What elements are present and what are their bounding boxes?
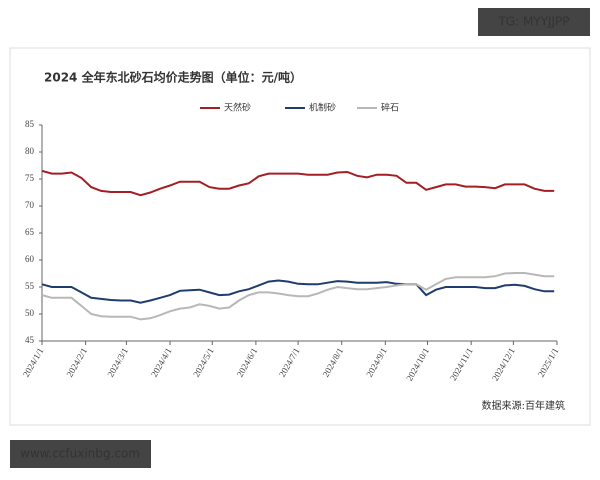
y-tick-label: 80	[25, 146, 35, 156]
y-tick-label: 85	[25, 119, 35, 129]
source-note: 数据来源:百年建筑	[482, 399, 565, 412]
y-tick-label: 45	[25, 335, 35, 345]
chart-title: 2024 全年东北砂石均价走势图（单位：元/吨）	[44, 70, 302, 85]
series-line	[41, 169, 555, 197]
chart-frame	[9, 47, 591, 426]
y-tick-label: 70	[25, 200, 35, 210]
legend-label: 机制砂	[309, 102, 336, 114]
watermark-box	[478, 8, 590, 36]
legend-label: 天然砂	[224, 102, 251, 114]
y-tick-label: 50	[25, 308, 35, 318]
y-tick-label: 65	[25, 227, 35, 237]
watermark-box	[10, 440, 151, 468]
y-tick-label: 75	[25, 173, 35, 183]
legend-label: 碎石	[381, 102, 399, 114]
y-tick-label: 55	[25, 281, 35, 291]
watermark: TG: MYYJJPP	[497, 15, 569, 29]
y-tick-label: 60	[25, 254, 35, 264]
series-line	[41, 279, 555, 304]
watermark: www.ccfuxinbg.com	[20, 447, 140, 461]
series-line	[41, 272, 555, 321]
